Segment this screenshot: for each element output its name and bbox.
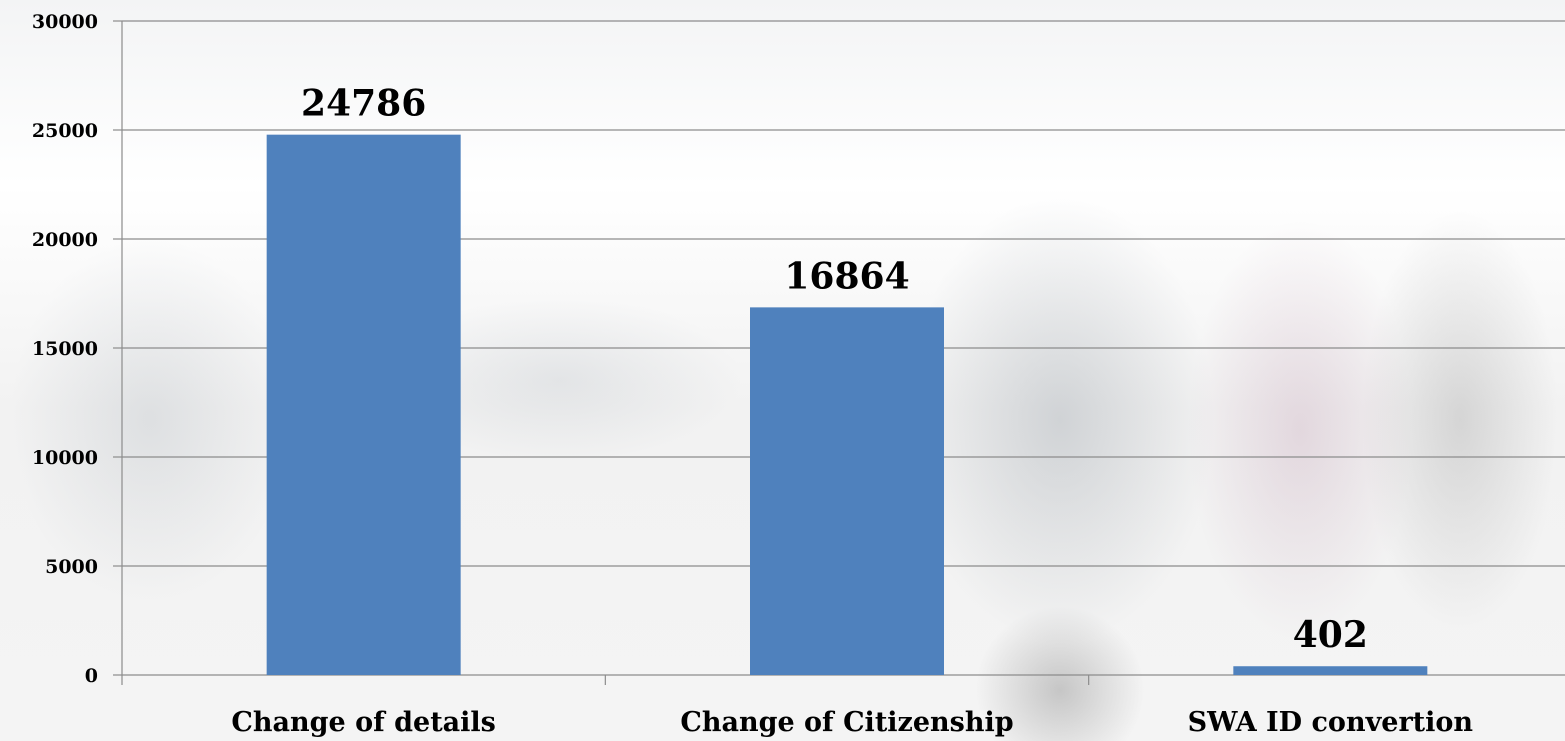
category-label: SWA ID convertion (1188, 707, 1474, 738)
data-label: 24786 (301, 83, 426, 125)
bars (266, 134, 1428, 675)
bar (266, 134, 461, 675)
category-labels: Change of details Change of Citizenship SW… (231, 707, 1473, 738)
data-label: 16864 (784, 255, 909, 297)
y-tick-label: 30000 (32, 11, 98, 33)
y-tick-label: 20000 (32, 229, 98, 251)
y-tick-label: 5000 (45, 556, 98, 578)
category-label: Change of details (231, 707, 495, 738)
y-tick-label: 15000 (32, 338, 98, 360)
y-tick-label: 25000 (32, 120, 98, 142)
y-tick-label: 10000 (32, 447, 98, 469)
y-tick-label: 0 (85, 665, 98, 687)
data-label: 402 (1293, 614, 1368, 656)
y-axis-tick-labels: 0 5000 10000 15000 20000 25000 30000 (32, 11, 98, 687)
data-labels: 24786 16864 402 (301, 83, 1368, 657)
category-label: Change of Citizenship (680, 707, 1013, 738)
bar (750, 307, 944, 675)
bar (1233, 666, 1428, 675)
